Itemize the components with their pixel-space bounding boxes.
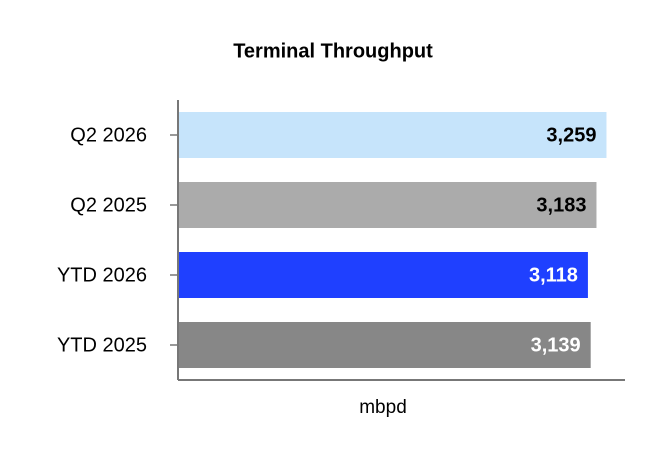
value-label: 3,259	[546, 124, 596, 146]
y-tick-label: YTD 2025	[57, 334, 147, 356]
y-tick-label: YTD 2026	[57, 264, 147, 286]
y-tick-label: Q2 2025	[70, 194, 147, 216]
bar	[178, 252, 588, 298]
value-label: 3,139	[531, 334, 581, 356]
x-axis-label: mbpd	[359, 397, 407, 418]
value-label: 3,118	[529, 264, 578, 286]
value-label: 3,183	[536, 194, 586, 216]
y-tick-label: Q2 2026	[70, 124, 147, 146]
bar	[178, 182, 597, 228]
bar	[178, 322, 591, 368]
chart-title: Terminal Throughput	[233, 40, 433, 62]
bar	[178, 112, 607, 158]
